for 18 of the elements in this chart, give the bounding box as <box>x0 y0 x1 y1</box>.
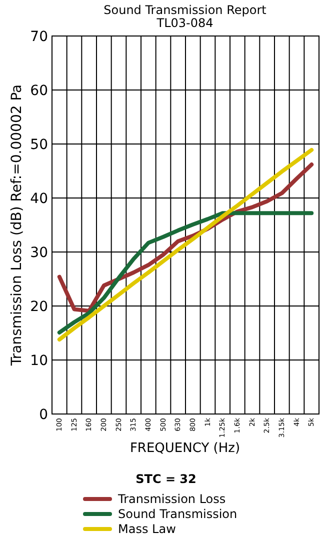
y-tick-label: 40 <box>30 190 48 207</box>
legend-label: Sound Transmission <box>118 507 238 522</box>
legend-label: Transmission Loss <box>117 492 226 506</box>
y-tick-label: 0 <box>39 406 48 423</box>
legend-label: Mass Law <box>118 522 176 536</box>
y-tick-label: 30 <box>30 244 48 261</box>
y-axis-title: Transmission Loss (dB) Ref:=0.00002 Pa <box>9 84 25 367</box>
chart-subtitle: TL03-084 <box>156 16 214 30</box>
line-series <box>57 148 314 342</box>
chart-title: Sound Transmission Report <box>104 3 267 17</box>
y-tick-label: 50 <box>30 136 48 153</box>
x-axis-title: FREQUENCY (Hz) <box>130 441 240 456</box>
y-tick-label: 20 <box>30 298 48 315</box>
legend-title: STC = 32 <box>136 472 196 486</box>
y-tick-label: 10 <box>30 352 48 369</box>
y-tick-label: 70 <box>30 28 48 45</box>
y-tick-label: 60 <box>30 82 48 99</box>
line-series <box>57 211 314 334</box>
